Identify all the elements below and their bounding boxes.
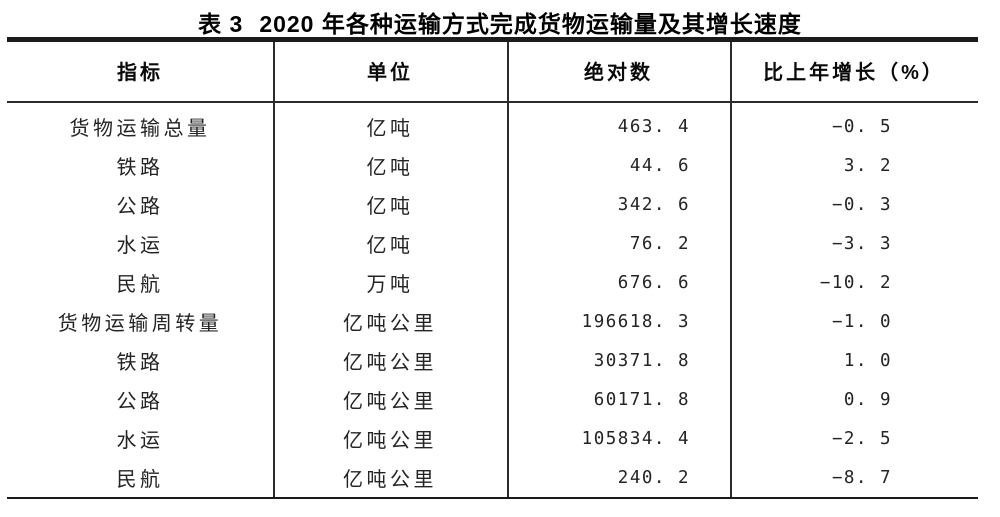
growth-cell: 3. 2 bbox=[843, 155, 892, 176]
indicator-cell: 民航 bbox=[116, 469, 164, 491]
absolute-value-cell: 30371. 8 bbox=[593, 350, 690, 371]
table-body: 货物运输总量 亿吨 463. 4 −0. 5 铁路 亿吨 44. 6 3. 2 … bbox=[7, 103, 978, 497]
absolute-value-cell: 240. 2 bbox=[617, 467, 690, 488]
absolute-value-cell: 105834. 4 bbox=[581, 428, 690, 449]
unit-cell: 亿吨 bbox=[366, 235, 414, 257]
top-rule bbox=[7, 37, 978, 42]
unit-cell: 亿吨公里 bbox=[343, 352, 437, 374]
indicator-cell: 货物运输周转量 bbox=[57, 313, 223, 335]
table-row: 水运 亿吨公里 105834. 4 −2. 5 bbox=[7, 419, 978, 458]
absolute-value-cell: 76. 2 bbox=[629, 233, 690, 254]
indicator-cell: 水运 bbox=[116, 235, 164, 257]
growth-cell: −3. 3 bbox=[831, 233, 892, 254]
unit-cell: 万吨 bbox=[366, 274, 414, 296]
header-underline-rule bbox=[7, 100, 978, 103]
indicator-cell: 水运 bbox=[116, 430, 164, 452]
header-indicator: 指标 bbox=[117, 62, 163, 84]
unit-cell: 亿吨 bbox=[366, 157, 414, 179]
table-header-row: 指标 单位 绝对数 比上年增长（%） bbox=[7, 41, 978, 100]
table-row: 水运 亿吨 76. 2 −3. 3 bbox=[7, 224, 978, 263]
indicator-cell: 铁路 bbox=[116, 352, 164, 374]
absolute-value-cell: 44. 6 bbox=[629, 155, 690, 176]
unit-cell: 亿吨 bbox=[366, 196, 414, 218]
indicator-cell: 货物运输总量 bbox=[69, 118, 211, 140]
column-divider-1 bbox=[273, 41, 275, 497]
table-row: 民航 亿吨公里 240. 2 −8. 7 bbox=[7, 458, 978, 497]
table-row: 铁路 亿吨 44. 6 3. 2 bbox=[7, 146, 978, 185]
table-title-text: 2020 年各种运输方式完成货物运输量及其增长速度 bbox=[259, 11, 802, 37]
absolute-value-cell: 342. 6 bbox=[617, 194, 690, 215]
table-row: 公路 亿吨公里 60171. 8 0. 9 bbox=[7, 380, 978, 419]
absolute-value-cell: 196618. 3 bbox=[581, 311, 690, 332]
growth-cell: −2. 5 bbox=[831, 428, 892, 449]
growth-cell: 1. 0 bbox=[843, 350, 892, 371]
unit-cell: 亿吨公里 bbox=[343, 391, 437, 413]
unit-cell: 亿吨 bbox=[366, 118, 414, 140]
indicator-cell: 公路 bbox=[116, 391, 164, 413]
unit-cell: 亿吨公里 bbox=[343, 469, 437, 491]
bottom-rule bbox=[7, 496, 978, 499]
growth-cell: 0. 9 bbox=[843, 389, 892, 410]
table-row: 铁路 亿吨公里 30371. 8 1. 0 bbox=[7, 341, 978, 380]
absolute-value-cell: 463. 4 bbox=[617, 116, 690, 137]
growth-cell: −0. 5 bbox=[831, 116, 892, 137]
column-divider-2 bbox=[507, 41, 509, 497]
table-title: 表 3 2020 年各种运输方式完成货物运输量及其增长速度 bbox=[0, 5, 1000, 39]
growth-cell: −0. 3 bbox=[831, 194, 892, 215]
column-divider-3 bbox=[730, 41, 732, 497]
unit-cell: 亿吨公里 bbox=[343, 430, 437, 452]
indicator-cell: 民航 bbox=[116, 274, 164, 296]
header-growth: 比上年增长（%） bbox=[763, 62, 945, 84]
absolute-value-cell: 60171. 8 bbox=[593, 389, 690, 410]
growth-cell: −10. 2 bbox=[819, 272, 892, 293]
growth-cell: −1. 0 bbox=[831, 311, 892, 332]
table-row: 货物运输总量 亿吨 463. 4 −0. 5 bbox=[7, 107, 978, 146]
table-row: 货物运输周转量 亿吨公里 196618. 3 −1. 0 bbox=[7, 302, 978, 341]
table-row: 公路 亿吨 342. 6 −0. 3 bbox=[7, 185, 978, 224]
header-unit: 单位 bbox=[367, 62, 413, 84]
table-number-label: 表 3 bbox=[198, 11, 244, 37]
growth-cell: −8. 7 bbox=[831, 467, 892, 488]
freight-volume-table: 指标 单位 绝对数 比上年增长（%） 货物运输总量 亿吨 463. 4 −0. … bbox=[7, 0, 978, 517]
header-absolute-value: 绝对数 bbox=[584, 62, 653, 84]
indicator-cell: 公路 bbox=[116, 196, 164, 218]
absolute-value-cell: 676. 6 bbox=[617, 272, 690, 293]
unit-cell: 亿吨公里 bbox=[343, 313, 437, 335]
indicator-cell: 铁路 bbox=[116, 157, 164, 179]
table-row: 民航 万吨 676. 6 −10. 2 bbox=[7, 263, 978, 302]
